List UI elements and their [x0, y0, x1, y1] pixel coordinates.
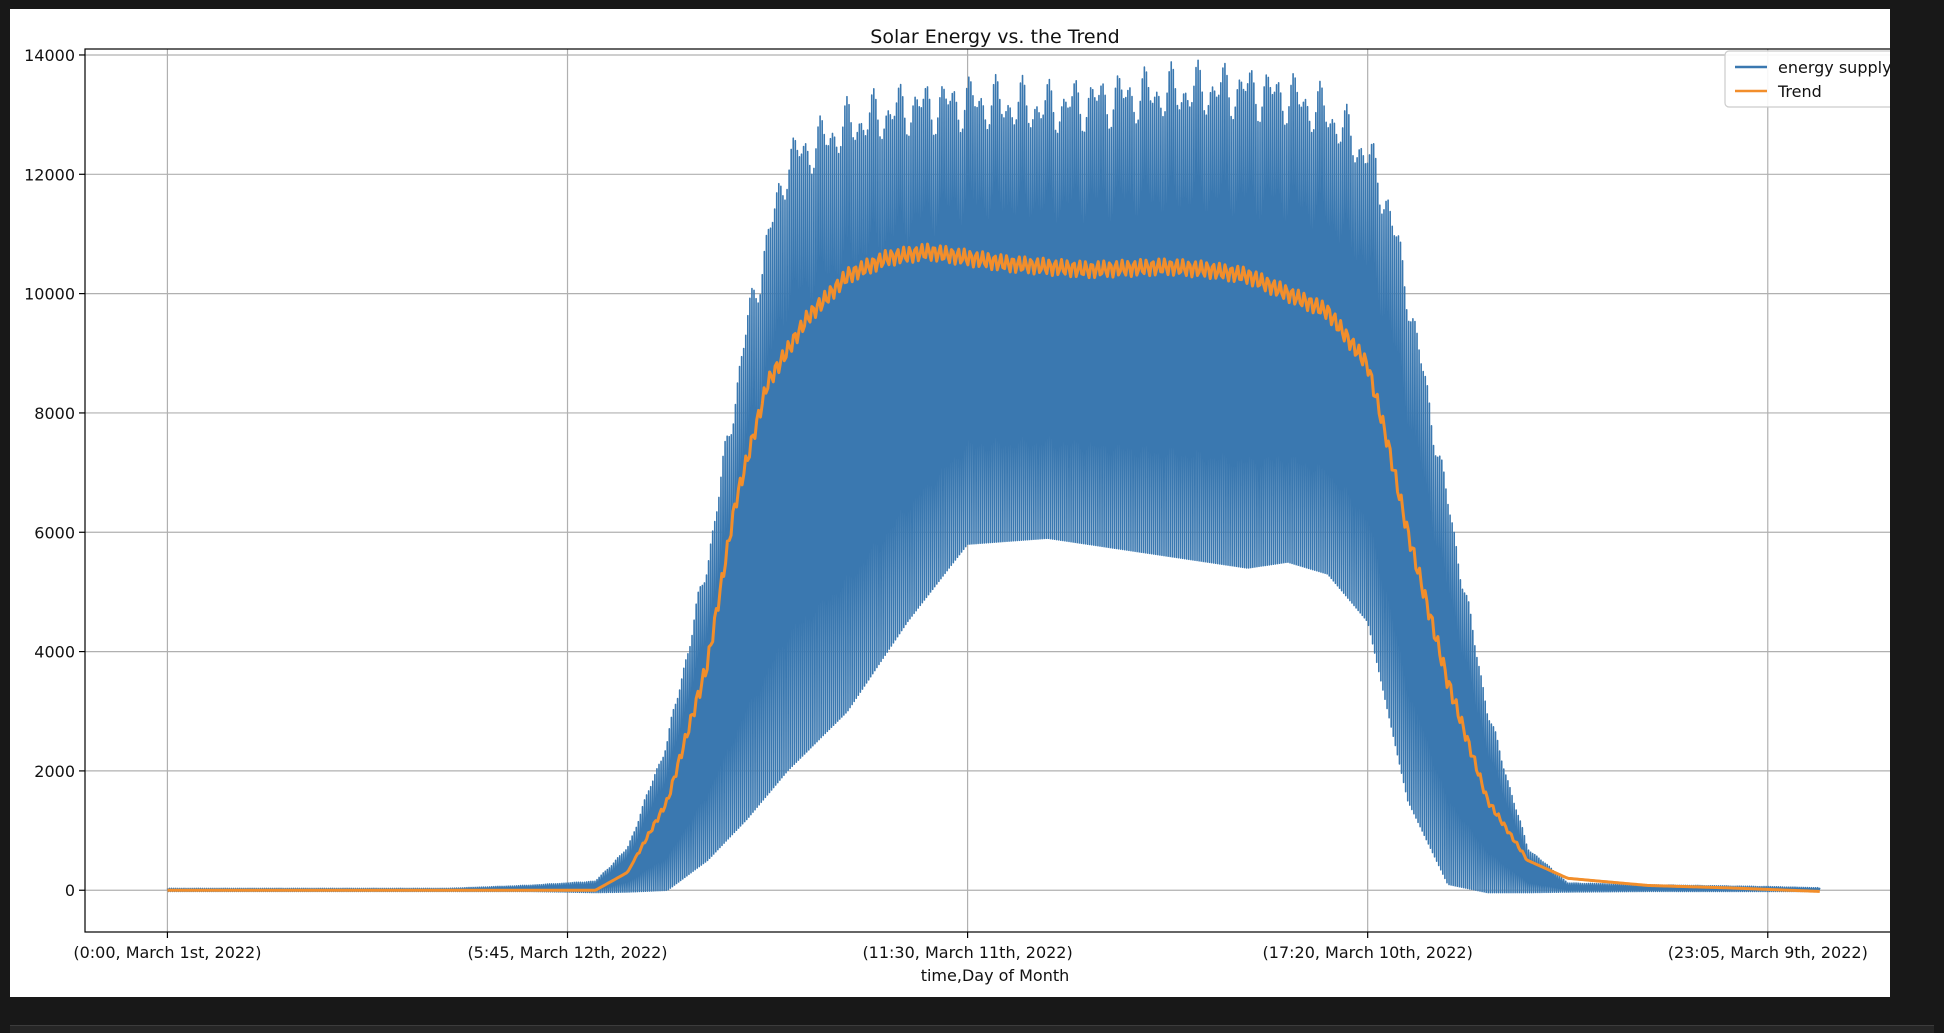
- legend-box: [1724, 50, 1890, 108]
- x-axis-label: time,Day of Month: [921, 966, 1070, 985]
- next-cell-edge: [10, 1025, 1934, 1033]
- legend-label-trend: Trend: [1777, 82, 1822, 101]
- series-layer: [166, 59, 1821, 894]
- legend: energy supply Trend: [1724, 50, 1890, 108]
- chart-figure: 0 2000 4000 6000 8000 10000 12000 14000 (0:00, M…: [10, 9, 1890, 997]
- y-tick-label: 8000: [34, 404, 75, 423]
- legend-label-energy-supply: energy supply: [1778, 58, 1890, 77]
- x-tick-label: (23:05, March 9th, 2022): [1668, 943, 1868, 962]
- x-tick-label: (0:00, March 1st, 2022): [73, 943, 261, 962]
- y-tick-label: 4000: [34, 643, 75, 662]
- series-line-trend: [167, 242, 1820, 893]
- y-tick-label: 10000: [24, 285, 75, 304]
- plot-area-frame: [84, 48, 1890, 933]
- line-chart: 0 2000 4000 6000 8000 10000 12000 14000 (0:00, M…: [10, 9, 1890, 997]
- y-tick-label: 6000: [34, 523, 75, 542]
- y-tick-label: 2000: [34, 762, 75, 781]
- y-tick-label: 12000: [24, 165, 75, 184]
- y-tick-label: 0: [65, 881, 75, 900]
- x-tick-label: (5:45, March 12th, 2022): [467, 943, 667, 962]
- chart-title: Solar Energy vs. the Trend: [870, 26, 1119, 48]
- ticks: 0 2000 4000 6000 8000 10000 12000 14000 (0:00, M…: [24, 46, 1868, 962]
- y-tick-label: 14000: [24, 46, 75, 65]
- x-tick-label: (17:20, March 10th, 2022): [1263, 943, 1473, 962]
- x-tick-label: (11:30, March 11th, 2022): [862, 943, 1072, 962]
